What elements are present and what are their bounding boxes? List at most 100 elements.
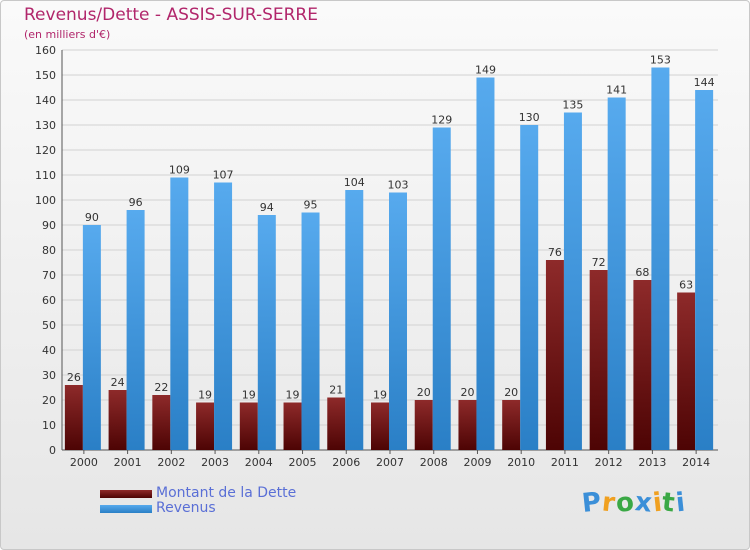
bar-dette [633,280,652,450]
y-tick-label: 60 [42,294,56,307]
x-tick-label: 2010 [507,456,535,469]
data-label: 63 [679,279,693,292]
data-label: 21 [329,384,343,397]
data-label: 149 [475,64,496,77]
data-label: 19 [198,389,212,402]
bar-dette [152,395,171,450]
data-label: 19 [242,389,256,402]
x-tick-label: 2001 [114,456,142,469]
data-label: 20 [460,386,474,399]
bar-revenus [520,125,539,450]
y-tick-label: 110 [35,169,56,182]
bar-dette [239,402,258,450]
x-tick-label: 2007 [376,456,404,469]
x-tick-label: 2013 [638,456,666,469]
data-label: 76 [548,246,562,259]
bar-revenus [476,77,495,450]
legend-swatch-debt [100,490,152,498]
y-tick-label: 150 [35,69,56,82]
bar-revenus [170,177,189,450]
y-tick-label: 140 [35,94,56,107]
data-label: 104 [344,176,365,189]
bar-dette [458,400,477,450]
bar-revenus [563,112,582,450]
data-label: 130 [519,111,540,124]
data-label: 22 [154,381,168,394]
data-label: 94 [260,201,274,214]
y-tick-label: 130 [35,119,56,132]
bar-revenus [607,97,626,450]
chart-title: Revenus/Dette - ASSIS-SUR-SERRE [24,5,318,25]
data-label: 109 [169,164,190,177]
legend-label-debt: Montant de la Dette [156,485,297,501]
bar-revenus [651,67,670,450]
x-tick-label: 2005 [289,456,317,469]
data-label: 20 [504,386,518,399]
data-label: 141 [606,84,627,97]
data-label: 20 [417,386,431,399]
data-label: 19 [373,389,387,402]
x-tick-label: 2014 [682,456,710,469]
y-tick-label: 120 [35,144,56,157]
data-label: 96 [129,196,143,209]
data-label: 153 [650,54,671,67]
y-tick-label: 50 [42,319,56,332]
bar-dette [677,292,696,450]
bar-revenus [126,210,145,450]
bar-dette [64,385,83,450]
data-label: 144 [694,76,715,89]
bar-revenus [257,215,276,450]
data-label: 72 [592,256,606,269]
x-tick-label: 2009 [463,456,491,469]
proxiti-logo: Proxiti [580,487,688,519]
bar-dette [589,270,608,450]
x-tick-label: 2006 [332,456,360,469]
bar-dette [371,402,389,450]
data-label: 90 [85,211,99,224]
y-tick-label: 40 [42,344,56,357]
bar-revenus [214,182,233,450]
x-tick-label: 2004 [245,456,273,469]
data-label: 68 [635,266,649,279]
y-tick-label: 160 [35,44,56,57]
bar-revenus [301,212,320,450]
data-label: 95 [304,199,318,212]
x-tick-label: 2003 [201,456,229,469]
bar-dette [196,402,215,450]
bar-dette [327,397,346,450]
logo-letter: i [674,487,688,519]
x-tick-label: 2008 [420,456,448,469]
bar-revenus [389,192,407,450]
bar-dette [545,260,564,450]
y-tick-label: 10 [42,419,56,432]
x-tick-label: 2000 [70,456,98,469]
bar-revenus [432,127,451,450]
x-tick-label: 2011 [551,456,579,469]
data-label: 19 [286,389,300,402]
bar-dette [414,400,433,450]
y-tick-label: 30 [42,369,56,382]
bar-dette [502,400,521,450]
data-label: 107 [213,169,234,182]
chart-subtitle: (en milliers d'€) [24,28,111,41]
y-tick-label: 0 [49,444,56,457]
y-tick-label: 70 [42,269,56,282]
data-label: 135 [562,99,583,112]
data-label: 24 [111,376,125,389]
x-tick-label: 2002 [157,456,185,469]
bar-dette [283,402,302,450]
legend-label-revenus: Revenus [156,500,216,516]
bar-revenus [345,190,364,450]
y-tick-label: 80 [42,244,56,257]
y-tick-label: 20 [42,394,56,407]
data-label: 129 [431,114,452,127]
data-label: 103 [388,179,409,192]
y-tick-label: 100 [35,194,56,207]
x-tick-label: 2012 [595,456,623,469]
bar-revenus [695,90,714,450]
bar-dette [108,390,127,450]
legend-swatch-revenus [100,505,152,513]
data-label: 26 [67,371,81,384]
y-tick-label: 90 [42,219,56,232]
